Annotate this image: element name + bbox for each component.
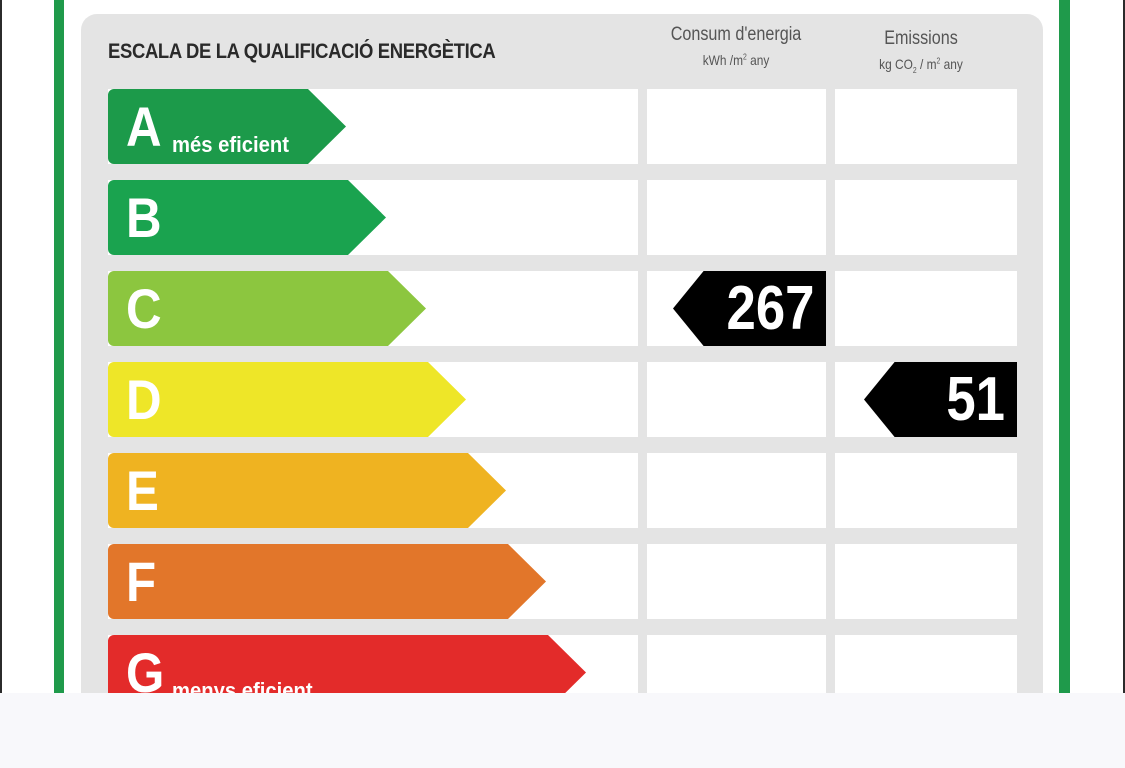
consumption-cell bbox=[647, 453, 826, 528]
bottom-bar bbox=[0, 693, 1125, 768]
rating-row-e: E bbox=[108, 453, 1017, 528]
emissions-cell bbox=[835, 89, 1017, 164]
rating-arrow-b: B bbox=[108, 180, 386, 255]
emissions-header-unit: kg CO2 / m2 any bbox=[879, 56, 963, 75]
rating-letter: D bbox=[126, 367, 162, 431]
emissions-cell bbox=[835, 544, 1017, 619]
rating-arrow-d: D bbox=[108, 362, 466, 437]
rating-row-b: B bbox=[108, 180, 1017, 255]
emissions-header-label: Emissions bbox=[884, 28, 958, 49]
rating-arrow-c: C bbox=[108, 271, 426, 346]
scale-title: ESCALA DE LA QUALIFICACIÓ ENERGÈTICA bbox=[108, 40, 496, 63]
emissions-cell bbox=[835, 271, 1017, 346]
consumption-cell bbox=[647, 544, 826, 619]
rating-letter: F bbox=[126, 549, 157, 613]
emissions-cell bbox=[835, 180, 1017, 255]
consumption-cell bbox=[647, 89, 826, 164]
rating-row-d: D 51 bbox=[108, 362, 1017, 437]
rating-arrow-e: E bbox=[108, 453, 506, 528]
consumption-cell bbox=[647, 362, 826, 437]
right-edge bbox=[1123, 0, 1125, 693]
left-edge bbox=[0, 0, 2, 693]
rating-row-c: C 267 bbox=[108, 271, 1017, 346]
emissions-cell bbox=[835, 453, 1017, 528]
rating-letter: B bbox=[126, 185, 162, 249]
consumption-value-badge: 267 bbox=[673, 271, 826, 346]
frame-left-border bbox=[54, 0, 64, 693]
rating-letter: C bbox=[126, 276, 162, 340]
emissions-column-header: Emissions kg CO2 / m2 any bbox=[835, 28, 1007, 75]
rating-row-f: F bbox=[108, 544, 1017, 619]
consumption-column-header: Consum d'energia kWh /m2 any bbox=[646, 24, 826, 68]
rating-letter: G bbox=[126, 640, 165, 704]
consumption-header-label: Consum d'energia bbox=[670, 24, 802, 45]
rating-arrow-f: F bbox=[108, 544, 546, 619]
rating-letter: A bbox=[126, 94, 162, 158]
consumption-header-unit: kWh /m2 any bbox=[702, 52, 770, 68]
frame-right-border bbox=[1059, 0, 1070, 693]
consumption-cell bbox=[647, 180, 826, 255]
emissions-value-badge: 51 bbox=[864, 362, 1017, 437]
rating-sublabel: més eficient bbox=[172, 132, 289, 157]
rating-letter: E bbox=[126, 458, 159, 522]
